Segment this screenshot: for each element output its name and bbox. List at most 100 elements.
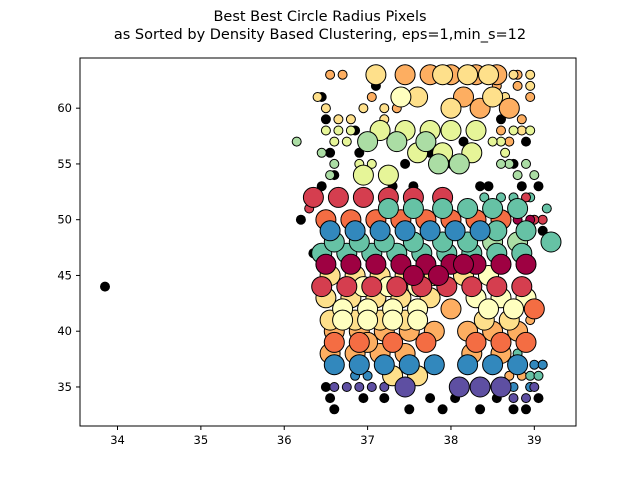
noise-point bbox=[508, 404, 519, 415]
cluster-point bbox=[461, 276, 483, 298]
cluster-point-small bbox=[504, 158, 515, 169]
y-tick-label: 50 bbox=[57, 213, 72, 227]
cluster-point bbox=[352, 186, 374, 208]
cluster-point-small bbox=[354, 382, 365, 392]
cluster-point bbox=[340, 253, 362, 275]
cluster-point bbox=[332, 309, 354, 331]
cluster-point bbox=[348, 354, 370, 376]
cluster-point bbox=[515, 253, 537, 275]
cluster-point bbox=[319, 220, 341, 242]
cluster-point bbox=[515, 220, 537, 242]
cluster-point-small bbox=[316, 147, 327, 158]
noise-point bbox=[533, 393, 544, 404]
cluster-point-small bbox=[312, 92, 323, 102]
noise-point bbox=[379, 393, 390, 404]
x-tick-label: 35 bbox=[194, 433, 209, 447]
noise-point bbox=[458, 136, 469, 147]
cluster-point bbox=[469, 376, 491, 398]
cluster-point bbox=[377, 164, 399, 186]
cluster-point bbox=[402, 198, 424, 219]
noise-point bbox=[400, 158, 411, 169]
cluster-point bbox=[511, 276, 533, 298]
cluster-point bbox=[507, 354, 529, 376]
cluster-point bbox=[357, 131, 379, 153]
cluster-point bbox=[469, 220, 491, 242]
cluster-point bbox=[386, 276, 408, 298]
x-tick-label: 38 bbox=[444, 433, 459, 447]
cluster-point-small bbox=[529, 170, 540, 181]
cluster-point bbox=[440, 120, 462, 141]
cluster-point bbox=[448, 376, 470, 398]
cluster-point-small bbox=[541, 203, 552, 214]
noise-point bbox=[325, 147, 336, 158]
x-tick-label: 34 bbox=[110, 433, 125, 447]
cluster-point-small bbox=[337, 69, 348, 80]
cluster-point bbox=[486, 276, 508, 298]
cluster-point-small bbox=[512, 80, 523, 91]
cluster-point-small bbox=[333, 114, 344, 125]
cluster-point bbox=[394, 64, 416, 86]
cluster-point-small bbox=[345, 114, 356, 125]
cluster-point bbox=[482, 198, 504, 219]
noise-point bbox=[404, 404, 415, 415]
cluster-point bbox=[315, 253, 337, 275]
cluster-point-small bbox=[508, 125, 519, 136]
noise-point bbox=[496, 114, 506, 125]
cluster-point bbox=[365, 253, 387, 275]
cluster-point-small bbox=[525, 92, 536, 102]
cluster-point-small bbox=[496, 192, 506, 203]
cluster-point-small bbox=[366, 92, 377, 102]
y-tick-label: 55 bbox=[57, 157, 72, 171]
x-tick-label: 39 bbox=[527, 433, 542, 447]
noise-point bbox=[516, 181, 527, 192]
noise-point bbox=[475, 181, 486, 192]
cluster-point bbox=[390, 86, 412, 108]
cluster-point-small bbox=[529, 382, 540, 392]
y-tick-label: 60 bbox=[57, 101, 72, 115]
cluster-point bbox=[407, 309, 429, 331]
cluster-point bbox=[382, 309, 404, 331]
cluster-point bbox=[507, 198, 529, 219]
chart-title-line2: as Sorted by Density Based Clustering, e… bbox=[114, 27, 526, 43]
cluster-point-small bbox=[325, 69, 336, 80]
cluster-point bbox=[357, 309, 379, 331]
cluster-point-small bbox=[537, 214, 548, 225]
noise-point bbox=[320, 382, 331, 392]
cluster-point-small bbox=[345, 125, 356, 136]
cluster-point bbox=[369, 220, 391, 242]
cluster-point bbox=[432, 64, 454, 86]
cluster-point bbox=[515, 331, 537, 353]
noise-point bbox=[354, 147, 365, 158]
cluster-point bbox=[428, 265, 449, 286]
cluster-point-small bbox=[333, 125, 344, 136]
cluster-point-small bbox=[496, 125, 506, 136]
cluster-point-small bbox=[329, 136, 340, 147]
cluster-point bbox=[377, 198, 399, 219]
axes-frame bbox=[79, 57, 577, 427]
cluster-point bbox=[398, 354, 420, 376]
cluster-point bbox=[361, 276, 383, 298]
cluster-point bbox=[336, 276, 358, 298]
cluster-point-small bbox=[516, 125, 527, 136]
cluster-point-small bbox=[525, 80, 536, 91]
axis-ticks: 34 35 36 37 38 39 35 40 45 50 55 60 bbox=[57, 101, 541, 447]
cluster-point-small bbox=[525, 370, 536, 381]
cluster-point-small bbox=[479, 192, 490, 203]
cluster-point-small bbox=[320, 103, 331, 114]
cluster-point-small bbox=[529, 359, 540, 370]
cluster-point bbox=[457, 64, 479, 86]
noise-point bbox=[358, 393, 369, 404]
cluster-point bbox=[415, 331, 437, 353]
cluster-point-small bbox=[366, 158, 377, 169]
cluster-point-small bbox=[320, 125, 331, 136]
cluster-point bbox=[419, 220, 441, 242]
cluster-point bbox=[457, 198, 479, 219]
cluster-point bbox=[503, 298, 524, 320]
cluster-point-small bbox=[504, 370, 515, 381]
cluster-point-small bbox=[362, 370, 373, 381]
noise-point bbox=[537, 225, 548, 236]
cluster-point-small bbox=[329, 382, 340, 392]
cluster-point bbox=[490, 376, 512, 398]
cluster-point bbox=[311, 276, 333, 298]
